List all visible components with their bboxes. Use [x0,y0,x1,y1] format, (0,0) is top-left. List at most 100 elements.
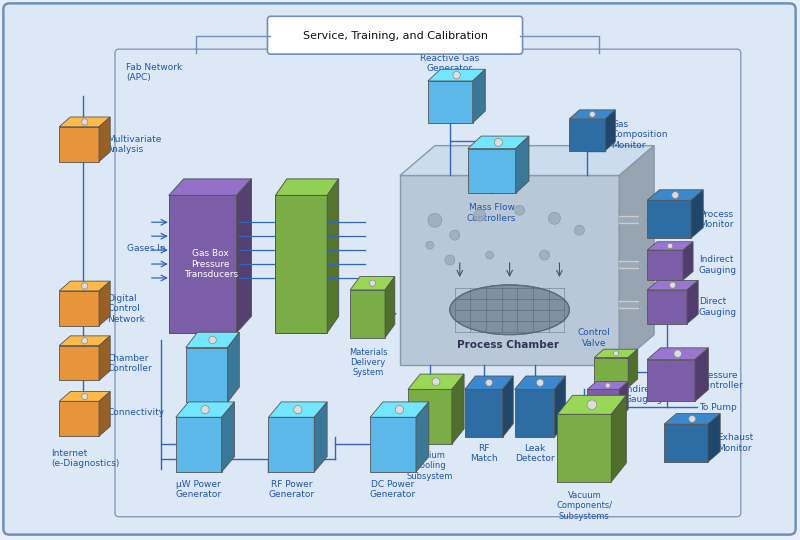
Polygon shape [647,250,683,280]
Circle shape [494,138,502,146]
Polygon shape [327,179,338,333]
Circle shape [674,350,682,357]
FancyBboxPatch shape [3,3,796,535]
Polygon shape [452,374,464,444]
Polygon shape [176,402,234,417]
Polygon shape [237,179,251,333]
Text: RF Power
Generator: RF Power Generator [268,480,314,500]
Polygon shape [683,242,693,280]
Circle shape [82,338,88,344]
Text: RF
Match: RF Match [470,444,498,463]
Polygon shape [611,395,626,482]
Polygon shape [647,360,695,401]
Polygon shape [176,417,222,472]
Polygon shape [587,389,619,417]
Text: Leak
Detector: Leak Detector [514,444,554,463]
Polygon shape [647,242,693,250]
Polygon shape [664,414,720,424]
Text: Reactive Gas
Generator: Reactive Gas Generator [420,53,479,73]
Polygon shape [647,290,687,323]
FancyBboxPatch shape [267,16,522,54]
Polygon shape [99,336,110,380]
Polygon shape [269,417,314,472]
Polygon shape [275,195,327,333]
Polygon shape [628,349,638,387]
Polygon shape [647,200,691,238]
Polygon shape [554,376,566,437]
Text: Process
Monitor: Process Monitor [699,210,734,229]
Polygon shape [468,136,529,149]
Text: Gas
Composition
Monitor: Gas Composition Monitor [611,120,668,150]
Polygon shape [594,349,638,357]
Circle shape [689,415,695,422]
Circle shape [453,71,460,79]
Polygon shape [228,332,239,402]
Polygon shape [594,357,628,387]
Polygon shape [169,195,237,333]
Polygon shape [687,280,698,323]
Circle shape [590,111,595,117]
Circle shape [209,336,216,343]
Polygon shape [275,179,338,195]
Polygon shape [619,146,654,364]
Polygon shape [428,69,486,81]
Circle shape [486,379,493,386]
Polygon shape [400,176,619,364]
Text: μW Power
Generator: μW Power Generator [176,480,222,500]
Polygon shape [695,348,708,401]
Polygon shape [350,276,395,290]
Polygon shape [59,401,99,436]
Polygon shape [59,127,99,161]
Circle shape [549,212,561,224]
Polygon shape [59,392,110,401]
Polygon shape [59,346,99,380]
Polygon shape [515,136,529,193]
Polygon shape [385,276,395,338]
Polygon shape [647,348,708,360]
Polygon shape [222,402,234,472]
Text: Control
Valve: Control Valve [578,328,610,348]
Circle shape [82,119,88,125]
Polygon shape [558,414,611,482]
Polygon shape [370,402,429,417]
Polygon shape [465,376,514,389]
Polygon shape [59,336,110,346]
Polygon shape [408,374,464,389]
Polygon shape [619,382,628,417]
Polygon shape [502,376,514,437]
Circle shape [587,400,597,410]
Circle shape [537,379,544,386]
Text: Digital
Control
Network: Digital Control Network [107,294,145,323]
Polygon shape [400,146,654,176]
Text: Chamber
Controller: Chamber Controller [107,354,152,373]
Text: Vacuum
Components/
Subsystems: Vacuum Components/ Subsystems [556,491,613,521]
Polygon shape [473,69,486,123]
Polygon shape [587,382,628,389]
Polygon shape [514,389,554,437]
Polygon shape [370,417,416,472]
Circle shape [370,280,376,286]
Text: Exhaust
Monitor: Exhaust Monitor [717,434,753,453]
Polygon shape [691,190,703,238]
Polygon shape [514,376,566,389]
Text: Materials
Delivery
System: Materials Delivery System [349,348,387,377]
Polygon shape [647,190,703,200]
Circle shape [667,243,673,248]
Text: Indirect
Gauging: Indirect Gauging [699,255,737,275]
Polygon shape [186,332,239,348]
Polygon shape [99,392,110,436]
Polygon shape [99,117,110,161]
Polygon shape [169,179,251,195]
Circle shape [574,225,584,235]
Polygon shape [570,119,606,151]
Polygon shape [558,395,626,414]
Polygon shape [428,81,473,123]
Polygon shape [59,117,110,127]
Ellipse shape [450,285,570,335]
Polygon shape [350,290,385,338]
Text: Mass Flow
Controllers: Mass Flow Controllers [467,204,516,222]
Circle shape [428,213,442,227]
Polygon shape [314,402,327,472]
Circle shape [432,378,440,386]
Text: Ozone
Generator: Ozone Generator [184,419,230,438]
